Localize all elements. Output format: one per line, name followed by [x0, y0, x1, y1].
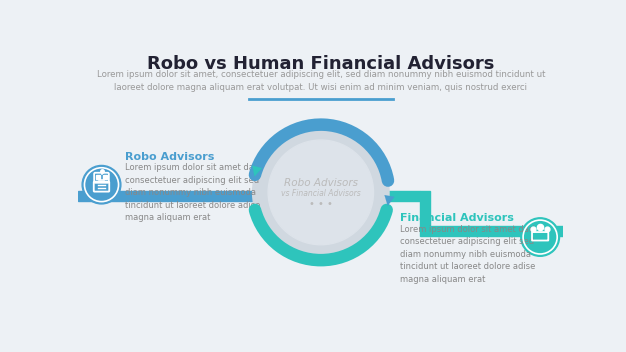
Text: Lorem ipsum dolor sit amet dari
consectetuer adipiscing elit sed
diam nonummy ni: Lorem ipsum dolor sit amet dari consecte…	[125, 163, 260, 222]
Text: Lorem ipsum dolor sit amet, consectetuer adipiscing elit, sed diam nonummy nibh : Lorem ipsum dolor sit amet, consectetuer…	[96, 70, 545, 92]
Bar	[385, 191, 420, 201]
Bar	[78, 191, 257, 201]
Text: • • •: • • •	[309, 199, 333, 209]
Circle shape	[82, 165, 121, 204]
Text: Robo Advisors: Robo Advisors	[284, 178, 358, 188]
Bar	[420, 191, 430, 231]
Text: Financial Advisors: Financial Advisors	[400, 213, 514, 223]
Text: Robo vs Human Financial Advisors: Robo vs Human Financial Advisors	[147, 55, 495, 73]
Text: Robo Advisors: Robo Advisors	[125, 152, 214, 162]
Circle shape	[268, 140, 374, 245]
Text: Lorem ipsum dolor sit amet dari
consectetuer adipiscing elit sed
diam nonummy ni: Lorem ipsum dolor sit amet dari consecte…	[400, 225, 535, 284]
Circle shape	[253, 125, 389, 260]
Text: vs Financial Advisors: vs Financial Advisors	[281, 189, 361, 199]
Bar	[420, 226, 563, 236]
Circle shape	[521, 218, 560, 256]
